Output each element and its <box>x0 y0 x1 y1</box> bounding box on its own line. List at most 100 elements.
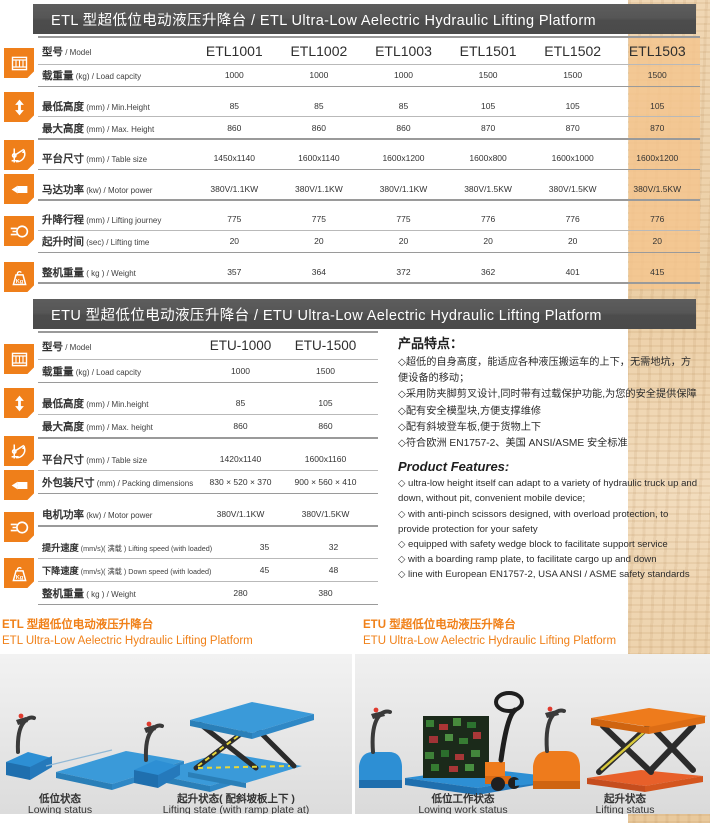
photo-caption-etu-cn: ETU 型超低位电动液压升降台 <box>363 619 516 631</box>
row-separator <box>38 437 378 439</box>
row-label-en: (kg) / Load capcity <box>73 367 142 377</box>
svg-text:Kg: Kg <box>15 574 23 580</box>
photo-caption-etu-en: ETU Ultra-Low Aelectric Hydraulic Liftin… <box>363 635 617 647</box>
row-cells: 860 860 860 870 870 870 <box>192 123 700 133</box>
feature-cn-item: ◇符合欧洲 EN1757-2、美国 ANSI/ASME 安全标准 <box>398 438 628 450</box>
row-label-cn: 载重量 <box>42 70 74 82</box>
row-label-en: (mm) / Table size <box>84 455 148 465</box>
table-cell: 20 <box>229 236 240 246</box>
photo-caption-etu: ETU 型超低位电动液压升降台 ETU Ultra-Low Aelectric … <box>355 618 710 649</box>
row-separator <box>38 251 700 253</box>
row-cells: ETL1001 ETL1002 ETL1003 ETL1501 ETL1502 ETL15… <box>192 43 700 59</box>
angle-compass-icon <box>4 436 34 466</box>
table-cell: 20 <box>567 236 578 246</box>
table-cell: 900 × 560 × 410 <box>294 476 357 487</box>
section-title-etl: ETL 型超低位电动液压升降台 / ETL Ultra-Low Aelectri… <box>33 4 696 34</box>
table-cell: 105 <box>480 100 496 111</box>
table-cell: ETL1001 <box>205 42 263 59</box>
row-label-cn: 最大高度 <box>42 421 84 433</box>
table-cell: 1600x1140 <box>298 153 340 163</box>
feature-cn-item: ◇采用防夹脚剪叉设计,同时带有过载保护功能,为您的安全提供保障 <box>398 389 697 401</box>
angle-compass-icon <box>4 140 34 170</box>
row-label-cn: 外包装尺寸 <box>42 476 95 489</box>
svg-text:Kg: Kg <box>15 278 23 284</box>
table-cell: 870 <box>650 122 665 133</box>
row-gap <box>38 87 700 95</box>
row-separator <box>38 116 700 117</box>
row-label-cn: 起升时间 <box>42 236 84 248</box>
feature-en-item: ◇ with anti-pinch scissors designed, wit… <box>398 508 669 535</box>
table-cell: 105 <box>565 100 580 111</box>
row-gap <box>38 527 378 536</box>
table-cell: 1500 <box>647 70 667 80</box>
row-separator <box>38 36 700 38</box>
table-cell: 870 <box>480 122 496 133</box>
row-gap <box>38 253 700 261</box>
table-cell: 860 <box>233 421 248 431</box>
table-cell: 776 <box>650 214 665 224</box>
row-label: 载重量 (kg) / Load capcity <box>38 362 198 380</box>
table-cell: 105 <box>318 398 333 408</box>
row-label-cn: 提升速度 <box>42 542 79 553</box>
row-label-en: (mm) / Table size <box>84 155 148 164</box>
table-cell: 860 <box>311 122 326 133</box>
row-cells: 380V/1.1KW 380V/1.1KW 380V/1.1KW 380V/1.5KW… <box>192 184 700 194</box>
row-label: 最低高度 (mm) / Min.height <box>38 394 198 412</box>
table-cell: 20 <box>652 236 662 246</box>
row-gap <box>38 605 378 614</box>
row-label: 平台尺寸 (mm) / Table size <box>38 149 192 167</box>
row-label-cn: 型号 <box>42 340 63 353</box>
row-label-en: (mm/s)( 满载 ) Lifting speed (with loaded) <box>78 543 213 553</box>
row-label: 型号 / Model <box>38 337 198 355</box>
row-separator <box>38 525 378 527</box>
row-label-en: / Model <box>63 342 92 352</box>
row-label-cn: 电机功率 <box>42 509 84 521</box>
row-label-en: (kw) / Motor power <box>84 511 153 520</box>
section-title-etl-text: ETL 型超低位电动液压升降台 / ETL Ultra-Low Aelectri… <box>51 12 597 29</box>
row-cells: 280 380 <box>198 588 378 598</box>
row-label: 最大高度 (mm) / Max. Height <box>38 119 192 137</box>
motor-plug-icon <box>4 174 34 204</box>
row-cells: 357 364 372 362 401 415 <box>192 267 700 277</box>
row-cells: 45 48 <box>230 565 378 575</box>
row-separator <box>38 557 378 559</box>
table-row: 马达功率 (kw) / Motor power 380V/1.1KW 380V/1.… <box>38 178 700 199</box>
table-cell: 380V/1.1KW <box>216 509 265 519</box>
table-cell: 1600x1160 <box>304 453 347 464</box>
table-cell: 105 <box>650 100 665 111</box>
features-title-cn: 产品特点： <box>398 336 464 351</box>
row-label-en: (kg) / Load capcity <box>73 72 142 81</box>
crate-icon <box>4 344 34 374</box>
row-label: 平台尺寸 (mm) / Table size <box>38 450 198 468</box>
table-cell: 380 <box>318 587 333 598</box>
table-cell: 380V/1.5KW <box>548 183 597 194</box>
table-row: 型号 / Model ETU-1000 ETU-1500 <box>38 333 378 359</box>
row-label-en: (mm) / Min.height <box>84 400 149 409</box>
row-label: 下降速度 (mm/s)( 满载 ) Down speed (with loade… <box>38 561 230 579</box>
table-row: 下降速度 (mm/s)( 满载 ) Down speed (with loade… <box>38 559 378 581</box>
table-cell: 1000 <box>231 365 250 376</box>
row-cells: 775 775 775 776 776 776 <box>192 214 700 224</box>
table-row: 载重量 (kg) / Load capcity 1000 1000 1000 1500 1… <box>38 65 700 86</box>
table-row: 平台尺寸 (mm) / Table size 1420x1140 1600x1160 <box>38 448 378 470</box>
table-cell: 1420x1140 <box>219 453 262 464</box>
feature-en-item: ◇ ultra-low height itself can adapt to a… <box>398 478 698 505</box>
feature-cn-item: ◇配有斜坡登车板,便于货物上下 <box>398 421 542 433</box>
table-row: 最低高度 (mm) / Min.Height 85 85 85 105 105 105 <box>38 95 700 116</box>
table-cell: ETU-1500 <box>294 338 357 353</box>
row-gap <box>38 201 700 209</box>
spec-table-etu: 型号 / Model ETU-1000 ETU-1500 载重量 (kg) / Loa… <box>38 331 378 614</box>
table-cell: 85 <box>235 398 246 408</box>
motor-plug-icon <box>4 470 34 500</box>
row-label: 马达功率 (kw) / Motor power <box>38 180 192 198</box>
row-separator <box>38 469 378 471</box>
photo-state-en-1: Lifting status <box>596 804 655 814</box>
table-cell: 775 <box>311 214 326 224</box>
height-arrow-icon <box>4 92 34 122</box>
etu-lift-illustration: 低位工作状态 Lowing work status 起升状态 Lifting s… <box>359 691 707 814</box>
row-label: 型号 / Model <box>38 42 192 60</box>
row-separator <box>38 168 700 170</box>
row-cells: 1420x1140 1600x1160 <box>198 454 378 464</box>
row-label-en: / Model <box>63 47 92 57</box>
